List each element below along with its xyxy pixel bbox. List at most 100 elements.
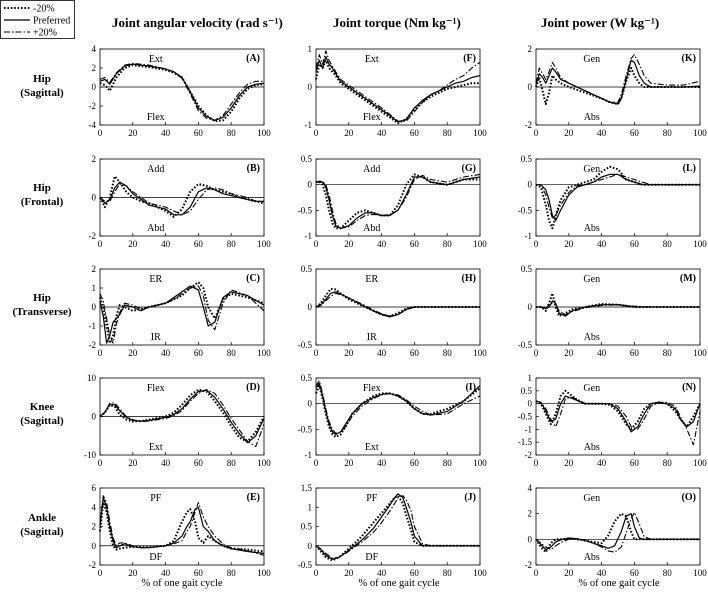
series-line-plus20 [535, 54, 701, 103]
series-line-preferred [536, 173, 700, 222]
annotation-top: PF [150, 493, 162, 504]
x-tick-label: 0 [98, 458, 103, 468]
x-tick-label: 0 [314, 458, 319, 468]
y-tick-label: -1 [305, 231, 313, 241]
annotation-top: Flex [147, 383, 165, 394]
row-label-line1: Hip [33, 182, 51, 194]
panel-letter: (O) [682, 492, 696, 503]
annotation-top: PF [366, 493, 378, 504]
annotation-top: Ext [365, 54, 379, 65]
x-tick-label: 0 [534, 348, 539, 358]
x-tick-label: 60 [410, 239, 420, 249]
annotation-top: Gen [583, 493, 600, 504]
x-tick-label: 60 [630, 128, 640, 138]
y-tick-label: 1 [92, 283, 97, 293]
x-tick-label: 0 [98, 128, 103, 138]
x-tick-label: 60 [194, 458, 204, 468]
annotation-top: ER [149, 274, 162, 285]
x-tick-label: 20 [128, 128, 138, 138]
x-tick-label: 80 [443, 128, 453, 138]
y-tick-label: 1 [308, 502, 313, 512]
x-tick-label: 100 [693, 348, 707, 358]
series-line-minus20 [535, 512, 700, 554]
panel-L: -1 -0.5 0 0.5 0 20 40 60 80 100 Gen Abs (L) [518, 154, 708, 249]
annotation-bottom: Abs [584, 442, 600, 453]
x-tick-label: 60 [410, 568, 420, 578]
y-tick-label: 0 [528, 399, 533, 409]
y-tick-label: -2 [525, 450, 533, 460]
row-label-line2: (Sagittal) [20, 415, 64, 427]
x-tick-label: 60 [194, 128, 204, 138]
y-tick-label: 2 [92, 63, 97, 73]
plot-frame [315, 487, 481, 566]
y-tick-label: 0 [308, 399, 313, 409]
y-tick-label: 2 [92, 154, 97, 164]
y-tick-label: 0 [92, 193, 97, 203]
series-line-plus20 [315, 50, 481, 122]
x-tick-label: 40 [161, 239, 171, 249]
y-tick-label: 0.5 [301, 373, 313, 383]
series-line-preferred [99, 181, 264, 216]
x-tick-label: 40 [597, 239, 607, 249]
x-tick-label: 20 [564, 458, 574, 468]
y-tick-label: 0 [528, 534, 533, 544]
x-tick-label: 40 [161, 128, 171, 138]
row-label-line1: Knee [30, 401, 55, 413]
x-tick-label: 80 [443, 239, 453, 249]
y-tick-label: -1 [89, 321, 97, 331]
x-tick-label: 100 [257, 348, 271, 358]
row-label-line2: (Frontal) [21, 196, 64, 208]
x-tick-label: 80 [227, 568, 237, 578]
y-tick-label: 1 [528, 373, 533, 383]
series-line-minus20 [99, 388, 265, 443]
series-line-plus20 [315, 292, 480, 317]
row-label-line2: (Sagittal) [20, 87, 64, 99]
panel-N: -2 -1.5 -1 -0.5 0 0.5 1 0 20 40 60 80 100 Gen Abs (N) [518, 373, 708, 468]
x-tick-label: 0 [314, 568, 319, 578]
x-tick-label: 20 [344, 128, 354, 138]
y-tick-label: 10 [87, 373, 97, 383]
y-tick-label: 2 [92, 264, 97, 274]
panel-letter: (C) [246, 273, 260, 284]
legend-label-preferred: Preferred [33, 16, 70, 27]
annotation-bottom: Ext [149, 442, 163, 453]
y-tick-label: 0 [528, 82, 533, 92]
x-tick-label: 80 [663, 348, 673, 358]
series-line-plus20 [99, 285, 265, 344]
plot-frame [535, 377, 701, 456]
annotation-bottom: Abd [147, 223, 164, 234]
row-label-line1: Hip [33, 73, 51, 85]
x-tick-label: 0 [98, 239, 103, 249]
x-tick-label: 40 [597, 458, 607, 468]
y-tick-label: 4 [528, 483, 533, 493]
y-tick-label: 0.5 [301, 154, 313, 164]
x-tick-label: 0 [534, 239, 539, 249]
annotation-top: Flex [363, 383, 381, 394]
panel-letter: (E) [247, 492, 260, 503]
x-tick-label: 20 [564, 348, 574, 358]
y-tick-label: 0 [92, 412, 97, 422]
x-tick-label: 0 [314, 348, 319, 358]
x-tick-label: 40 [377, 239, 387, 249]
x-tick-label: 40 [597, 568, 607, 578]
panel-letter: (N) [682, 382, 696, 393]
row-label-knee-sagittal: Knee (Sagittal) [20, 401, 64, 427]
series-line-plus20 [315, 380, 481, 434]
x-tick-label: 80 [663, 458, 673, 468]
series-line-preferred [315, 291, 480, 318]
legend: -20% Preferred +20% [0, 0, 75, 39]
annotation-top: Gen [583, 274, 600, 285]
series-line-plus20 [99, 389, 265, 448]
x-tick-label: 80 [663, 128, 673, 138]
x-tick-label: 100 [473, 568, 487, 578]
series-line-plus20 [315, 495, 480, 559]
y-tick-label: -1.5 [518, 437, 533, 447]
y-tick-label: -0.5 [518, 412, 533, 422]
x-tick-label: 20 [344, 239, 354, 249]
